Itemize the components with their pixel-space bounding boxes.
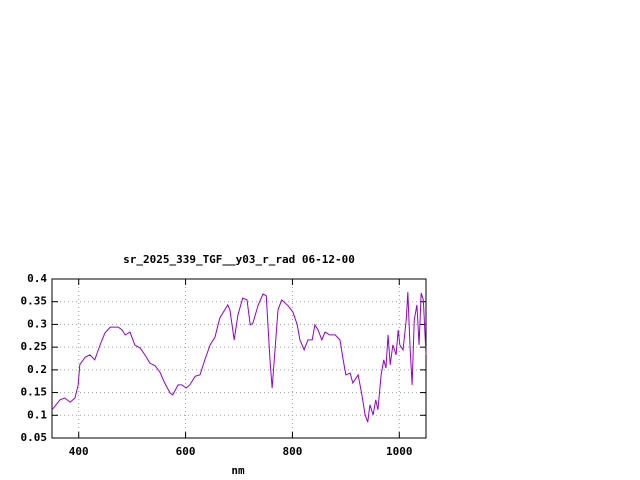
- x-tick-label: 1000: [386, 445, 413, 458]
- y-tick-label: 0.35: [21, 295, 48, 308]
- y-tick-label: 0.2: [27, 363, 47, 376]
- plot-frame: [51, 278, 427, 439]
- y-tick-label: 0.4: [27, 272, 47, 285]
- y-tick-label: 0.15: [21, 386, 48, 399]
- x-tick-label: 600: [176, 445, 196, 458]
- y-tick-label: 0.25: [21, 340, 48, 353]
- y-tick-label: 0.1: [27, 408, 47, 421]
- x-axis-label: nm: [231, 464, 245, 477]
- y-tick-label: 0.05: [21, 431, 48, 444]
- x-tick-label: 800: [282, 445, 302, 458]
- data-line: [51, 292, 427, 423]
- chart-title: sr_2025_339_TGF__y03_r_rad 06-12-00: [123, 253, 355, 266]
- x-tick-label: 400: [69, 445, 89, 458]
- y-tick-label: 0.3: [27, 317, 47, 330]
